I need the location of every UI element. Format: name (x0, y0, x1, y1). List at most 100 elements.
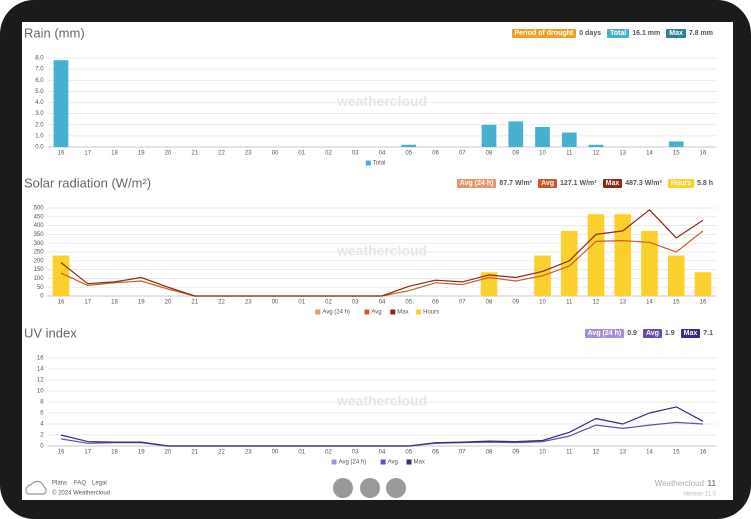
y-tick-label: 100 (34, 276, 45, 282)
bar (667, 255, 685, 296)
social-icons[interactable] (333, 478, 406, 498)
x-tick-label: 16 (700, 300, 707, 306)
x-tick-label: 16 (58, 450, 65, 456)
footer-logo (25, 480, 47, 495)
x-tick-label: 16 (58, 151, 65, 157)
badge-value: 487.3 W/m² (625, 180, 662, 187)
watermark: weathercloud (336, 93, 427, 109)
x-tick-label: 18 (111, 300, 118, 306)
x-tick-label: 02 (325, 151, 332, 157)
x-tick-label: 05 (405, 151, 412, 157)
x-tick-label: 06 (432, 450, 439, 456)
y-tick-label: 0 (40, 444, 44, 450)
y-tick-label: 8.0 (35, 56, 44, 62)
x-tick-label: 00 (272, 151, 279, 157)
legend-swatch (390, 309, 396, 315)
bar (401, 144, 417, 147)
footer-brand-version: 11 (708, 479, 717, 488)
x-tick-label: 09 (512, 450, 519, 456)
badge-value: 5.8 h (697, 180, 713, 187)
x-tick-label: 17 (84, 151, 91, 157)
legend-label: Total (373, 161, 386, 167)
x-tick-label: 10 (539, 300, 546, 306)
badge-label: Hours (667, 179, 695, 188)
badge-value: 16.1 mm (632, 30, 661, 37)
x-tick-label: 02 (325, 300, 332, 306)
x-tick-label: 08 (486, 300, 493, 306)
x-tick-label: 04 (379, 450, 386, 456)
x-tick-label: 01 (298, 450, 305, 456)
y-tick-label: 400 (34, 223, 45, 229)
y-tick-label: 0 (40, 294, 44, 300)
badge-label: Max (680, 329, 701, 338)
x-tick-label: 11 (566, 151, 573, 157)
badge-value: 0 days (579, 30, 602, 37)
y-tick-label: 4 (40, 422, 44, 428)
legend-swatch (331, 459, 337, 465)
legend-label: Avg (24 h) (322, 310, 350, 316)
x-tick-label: 00 (272, 450, 279, 456)
y-tick-label: 16 (37, 356, 44, 362)
x-tick-label: 21 (191, 151, 198, 157)
y-tick-label: 5.0 (35, 89, 44, 95)
x-tick-label: 14 (646, 151, 653, 157)
x-tick-label: 03 (352, 151, 359, 157)
y-tick-label: 2 (40, 433, 44, 439)
footer-link[interactable]: Plans (52, 481, 67, 487)
badge-label: Max (666, 29, 686, 38)
x-tick-label: 21 (191, 300, 198, 306)
x-tick-label: 10 (539, 151, 546, 157)
y-tick-label: 8 (40, 400, 44, 406)
badge-label: Period of drought (511, 29, 577, 38)
x-tick-label: 08 (486, 450, 493, 456)
footer-brand: Weathercloud (655, 479, 704, 488)
y-tick-label: 12 (37, 378, 44, 384)
x-tick-label: 14 (646, 450, 653, 456)
x-tick-label: 17 (84, 450, 91, 456)
x-tick-label: 15 (673, 450, 680, 456)
badges: Period of drought 0 days Total 16.1 mm Max 7.… (511, 29, 717, 38)
bar (588, 144, 604, 147)
badge-value: 1.9 (664, 330, 675, 337)
bar (694, 272, 712, 296)
x-tick-label: 19 (138, 450, 145, 456)
bar (561, 132, 577, 147)
legend-swatch (406, 459, 412, 465)
footer-link[interactable]: Legal (92, 481, 107, 487)
y-tick-label: 200 (34, 258, 45, 264)
bar (481, 124, 497, 147)
x-tick-label: 01 (298, 151, 305, 157)
x-tick-label: 12 (593, 151, 600, 157)
x-tick-label: 22 (218, 151, 225, 157)
watermark: weathercloud (336, 393, 427, 409)
x-tick-label: 23 (245, 450, 252, 456)
legend-label: Avg (388, 460, 398, 466)
x-tick-label: 08 (486, 151, 493, 157)
badges: Avg (24 h) 0.9 Avg 1.9 Max 7.1 (584, 329, 716, 338)
footer-link[interactable]: FAQ (74, 481, 86, 487)
chart-title: Solar radiation (W/m²) (24, 175, 151, 190)
x-tick-label: 15 (673, 151, 680, 157)
x-tick-label: 11 (566, 450, 573, 456)
x-tick-label: 10 (539, 450, 546, 456)
x-tick-label: 07 (459, 151, 466, 157)
x-tick-label: 00 (272, 300, 279, 306)
y-tick-label: 250 (34, 250, 45, 256)
x-tick-label: 20 (165, 300, 172, 306)
bar (587, 214, 605, 296)
chart-title: UV index (24, 325, 77, 340)
x-tick-label: 09 (512, 151, 519, 157)
y-tick-label: 3.0 (35, 111, 44, 117)
x-tick-label: 22 (218, 450, 225, 456)
legend-label: Avg (371, 310, 381, 316)
legend-label: Max (397, 310, 408, 316)
legend-swatch (315, 309, 321, 315)
badge-label: Avg (538, 179, 558, 188)
y-tick-label: 6.0 (35, 78, 44, 84)
x-tick-label: 07 (459, 450, 466, 456)
legend-label: Avg (24 h) (339, 460, 367, 466)
badge-value: 7.8 mm (688, 30, 713, 37)
line-series (60, 230, 704, 297)
badge-value: 87.7 W/m² (499, 180, 533, 187)
